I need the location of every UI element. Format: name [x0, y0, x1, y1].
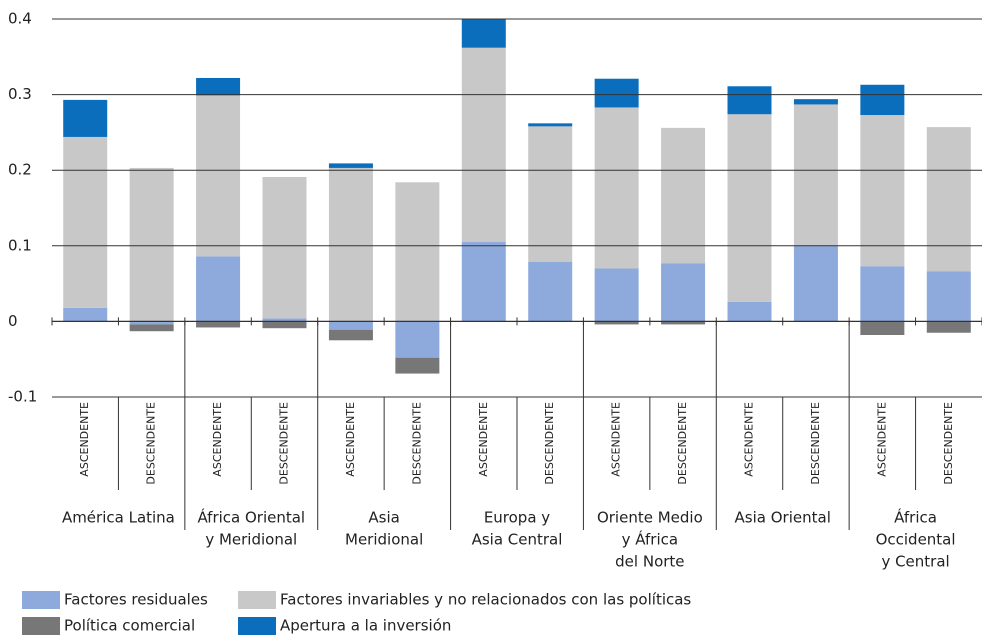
group-label: América Latina — [62, 509, 175, 527]
bar-segment — [328, 163, 373, 168]
legend-label: Política comercial — [64, 617, 195, 635]
bar-segment — [328, 167, 373, 322]
x-tick-label: ASCENDENTE — [875, 402, 888, 477]
y-tick-label: 0.4 — [8, 10, 32, 28]
legend-label: Factores residuales — [64, 591, 208, 609]
bar-segment — [727, 114, 772, 302]
bar-segment — [926, 127, 971, 272]
bar-segment — [395, 321, 440, 358]
bar-segment — [594, 321, 639, 325]
group-label: y África — [622, 530, 678, 549]
bar-segment — [661, 321, 706, 325]
y-tick-label: 0.3 — [8, 85, 32, 103]
bar-segment — [860, 84, 905, 116]
legend-swatch — [238, 617, 276, 635]
bar-segment — [129, 167, 174, 322]
group-label: Occidental — [876, 531, 956, 549]
bar-segment — [328, 321, 373, 330]
y-tick-label: 0 — [8, 312, 18, 330]
group-label: África Oriental — [197, 508, 305, 527]
group-label: África — [894, 508, 937, 527]
y-tick-label: 0.1 — [8, 236, 32, 254]
x-tick-label: DESCENDENTE — [278, 402, 291, 485]
x-tick-label: DESCENDENTE — [676, 402, 689, 485]
bar-segment — [727, 301, 772, 322]
x-tick-label: ASCENDENTE — [743, 402, 756, 477]
x-tick-label: ASCENDENTE — [610, 402, 623, 477]
group-label: y Central — [881, 553, 949, 571]
bar-segment — [262, 177, 307, 319]
bar-segment — [528, 123, 573, 127]
bar-segment — [196, 77, 241, 96]
bar-segment — [196, 321, 241, 328]
bar-segment — [262, 318, 307, 322]
bar-segment — [926, 271, 971, 322]
bar-segment — [63, 136, 108, 308]
bar-segment — [727, 86, 772, 115]
bar-segment — [196, 95, 241, 257]
group-label: Asia — [368, 509, 399, 527]
x-tick-label: ASCENDENTE — [477, 402, 490, 477]
bar-segment — [926, 321, 971, 333]
legend-swatch — [22, 617, 60, 635]
bar-segment — [793, 245, 838, 322]
group-label: Europa y — [484, 509, 550, 527]
bar-segment — [661, 127, 706, 264]
bar-segment — [793, 99, 838, 105]
bar-segment — [793, 104, 838, 246]
bar-segment — [461, 47, 506, 243]
legend-swatch — [22, 591, 60, 609]
group-label: Asia Central — [472, 531, 563, 549]
bar-segment — [860, 266, 905, 322]
bar-segment — [461, 242, 506, 322]
bar-segment — [461, 19, 506, 48]
x-tick-label: ASCENDENTE — [344, 402, 357, 477]
x-tick-label: DESCENDENTE — [543, 402, 556, 485]
group-label: del Norte — [615, 553, 684, 571]
bar-segment — [395, 182, 440, 322]
x-tick-label: ASCENDENTE — [78, 402, 91, 477]
bar-segment — [594, 78, 639, 108]
bar-segment — [129, 324, 174, 332]
group-label: Oriente Medio — [597, 509, 703, 527]
bar-segment — [594, 268, 639, 322]
group-label: Meridional — [345, 531, 423, 549]
x-tick-label: ASCENDENTE — [211, 402, 224, 477]
bar-segment — [860, 115, 905, 267]
x-tick-label: DESCENDENTE — [809, 402, 822, 485]
bar-segment — [661, 263, 706, 322]
bar-segment — [395, 357, 440, 374]
bar-segment — [63, 99, 108, 137]
bar-segment — [528, 261, 573, 322]
group-label: Asia Oriental — [735, 509, 831, 527]
legend-swatch — [238, 591, 276, 609]
legend-label: Apertura a la inversión — [280, 617, 451, 635]
group-label: y Meridional — [205, 531, 297, 549]
x-tick-label: DESCENDENTE — [145, 402, 158, 485]
x-tick-label: DESCENDENTE — [942, 402, 955, 485]
bar-segment — [328, 329, 373, 341]
legend-label: Factores invariables y no relacionados c… — [280, 591, 691, 609]
bar-segment — [528, 126, 573, 262]
bar-segment — [594, 107, 639, 269]
bar-segment — [860, 321, 905, 336]
bar-segment — [262, 321, 307, 329]
bar-segment — [63, 307, 108, 322]
y-tick-label: 0.2 — [8, 161, 32, 179]
x-tick-label: DESCENDENTE — [410, 402, 423, 485]
bar-segment — [129, 321, 174, 325]
y-tick-label: -0.1 — [8, 388, 37, 406]
bar-segment — [196, 256, 241, 322]
